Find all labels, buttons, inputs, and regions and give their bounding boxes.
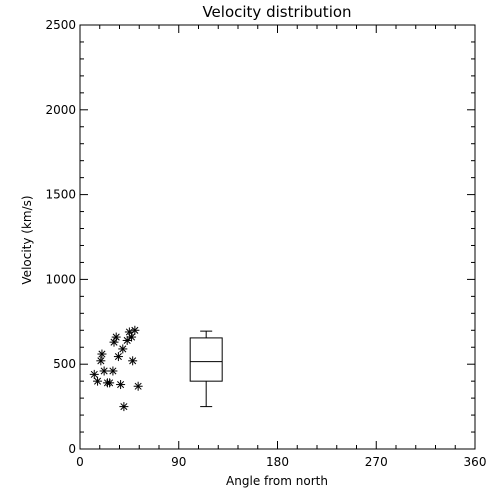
- x-tick-label: 0: [76, 455, 84, 469]
- y-tick-label: 2500: [45, 18, 76, 32]
- asterisk-stroke: [134, 382, 142, 390]
- asterisk-stroke: [131, 326, 139, 334]
- y-tick-label: 0: [68, 442, 76, 456]
- y-tick-label: 1500: [45, 188, 76, 202]
- y-axis-label: Velocity (km/s): [20, 195, 34, 284]
- y-tick-label: 2000: [45, 103, 76, 117]
- asterisk-stroke: [129, 357, 137, 365]
- scatter-point: [119, 402, 129, 412]
- x-tick-label: 180: [266, 455, 289, 469]
- scatter-series: [89, 325, 143, 412]
- asterisk-stroke: [100, 367, 108, 375]
- scatter-point: [113, 352, 123, 362]
- axis-tick-labels: 0 90 180 270 360 0 500 1000 1500 2000 2500: [45, 18, 486, 469]
- x-tick-label: 90: [171, 455, 186, 469]
- scatter-point: [127, 332, 137, 342]
- asterisk-stroke: [123, 336, 131, 344]
- scatter-point: [111, 332, 121, 342]
- scatter-point: [99, 366, 109, 376]
- scatter-point: [105, 378, 115, 388]
- asterisk-stroke: [114, 353, 122, 361]
- scatter-point: [97, 349, 107, 359]
- scatter-point: [128, 356, 138, 366]
- asterisk-stroke: [97, 357, 105, 365]
- axis-ticks: [79, 24, 476, 450]
- x-tick-label: 270: [365, 455, 388, 469]
- scatter-point: [118, 344, 128, 354]
- scatter-point: [133, 381, 143, 391]
- scatter-point: [96, 356, 106, 366]
- scatter-point: [89, 369, 99, 379]
- chart-title: Velocity distribution: [202, 3, 351, 21]
- asterisk-stroke: [106, 379, 114, 387]
- asterisk-stroke: [128, 333, 136, 341]
- asterisk-stroke: [117, 381, 125, 389]
- scatter-point: [130, 325, 140, 335]
- scatter-point: [93, 376, 103, 386]
- asterisk-stroke: [94, 377, 102, 385]
- x-tick-label: 360: [464, 455, 487, 469]
- asterisk-stroke: [112, 333, 120, 341]
- scatter-point: [116, 380, 126, 390]
- asterisk-stroke: [109, 367, 117, 375]
- asterisk-stroke: [120, 403, 128, 411]
- scatter-point: [108, 366, 118, 376]
- asterisk-stroke: [98, 350, 106, 358]
- x-axis-label: Angle from north: [226, 474, 328, 488]
- asterisk-stroke: [119, 345, 127, 353]
- box-plot: [189, 330, 223, 408]
- y-tick-label: 1000: [45, 272, 76, 286]
- y-tick-label: 500: [53, 357, 76, 371]
- asterisk-stroke: [90, 370, 98, 378]
